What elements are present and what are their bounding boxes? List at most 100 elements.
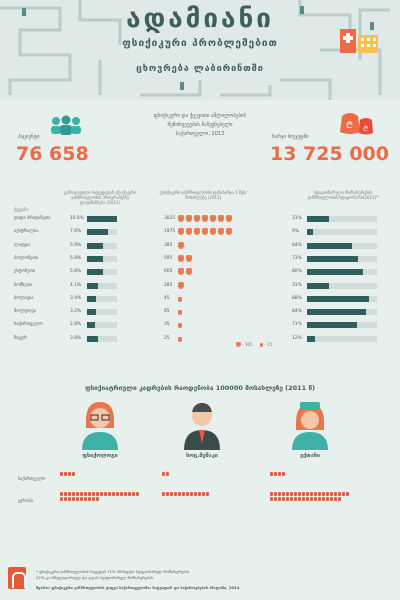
money-bag-icon: [178, 241, 184, 249]
budget-bar: [87, 309, 96, 316]
footnote-line2: 24% კი ამბულატორიულ და დღის სტაციონარულ …: [36, 575, 154, 580]
role-psychologist: ფსიქოლოგი: [82, 453, 118, 459]
money-bag-icon: [210, 215, 216, 222]
country-name: ბოლივია: [14, 295, 34, 301]
country-name: ნიგერ: [14, 335, 27, 341]
social-worker-icon: [184, 403, 220, 450]
person-icon: [314, 497, 317, 501]
person-icon: [290, 492, 293, 496]
person-icon: [298, 492, 301, 496]
spend-value: 65: [164, 309, 170, 315]
person-icon: [294, 492, 297, 496]
header-banner: ადამიანი ფსიქიკური პრობლემებით ცხოვრება …: [0, 0, 400, 100]
person-icon: [274, 492, 277, 496]
person-icon: [76, 492, 79, 496]
person-icon: [322, 492, 325, 496]
spend-value: 3025: [164, 216, 176, 221]
budget-percent: 3.8%: [70, 335, 82, 341]
kpi-desc-line2: შემთხვევების მაჩვენებელი: [167, 122, 233, 128]
patients-icon: [51, 115, 81, 135]
person-icon: [100, 492, 103, 496]
beds-bar: [307, 269, 363, 276]
table-row: მოლდოვა 3.2% 65 84%: [12, 307, 392, 317]
patients-label: პაციენტი: [18, 134, 40, 140]
svg-text:₾: ₾: [363, 125, 368, 133]
person-icon: [278, 492, 281, 496]
person-icon: [166, 492, 169, 496]
tagline: ცხოვრება ლაბირინთში: [136, 64, 264, 74]
money-bag-icon: [186, 215, 192, 222]
beds-bar-track: [307, 335, 377, 342]
beds-bar: [307, 282, 329, 289]
person-icon: [92, 497, 95, 501]
money-bag-icon: [186, 268, 192, 276]
beds-bar: [307, 255, 359, 262]
staff-count-georgia: [270, 472, 350, 476]
person-icon: [278, 497, 281, 501]
table-row: ლატვია 5.9% 385 64%: [12, 241, 392, 251]
budget-bar-track: [87, 335, 117, 342]
legend-small: - 15: [264, 342, 273, 347]
beds-percent: 12%: [292, 335, 302, 341]
spend-value: 25: [164, 335, 170, 341]
person-icon: [182, 492, 185, 496]
person-icon: [270, 492, 273, 496]
budget-percent: 5.8%: [70, 269, 82, 275]
person-icon: [294, 497, 297, 501]
person-icon: [84, 492, 87, 496]
staff-count-europe: [270, 492, 350, 501]
beds-bar: [307, 309, 366, 316]
patients-value: 76 658: [16, 143, 89, 165]
beds-bar-track: [307, 216, 377, 222]
budget-value: 13 725 000: [270, 143, 389, 165]
spend-value: 595: [164, 255, 173, 261]
beds-percent: 73%: [292, 255, 302, 261]
person-icon: [72, 497, 75, 501]
person-icon: [298, 497, 301, 501]
table-row: საქართველო 2.8% 35 71%: [12, 320, 392, 330]
country-name: ლატვია: [14, 242, 31, 248]
person-icon: [80, 492, 83, 496]
person-icon: [64, 492, 67, 496]
person-icon: [286, 497, 289, 501]
table-row: დიდი ბრიტანეთი 10.8% 3025 31%: [12, 214, 392, 224]
person-icon: [306, 497, 309, 501]
person-icon: [112, 492, 115, 496]
person-icon: [282, 497, 285, 501]
person-icon: [170, 492, 173, 496]
beds-percent: 31%: [292, 216, 302, 221]
person-icon: [330, 497, 333, 501]
spend-value: 605: [164, 269, 173, 275]
person-icon: [330, 492, 333, 496]
person-icon: [104, 492, 107, 496]
person-icon: [162, 472, 165, 476]
person-icon: [270, 472, 273, 476]
budget-percent: 7.6%: [70, 229, 82, 235]
money-bag-small-icon: [178, 336, 182, 342]
budget-percent: 10.8%: [70, 216, 84, 221]
budget-percent: 4.1%: [70, 282, 82, 288]
person-icon: [274, 472, 277, 476]
money-bag-icon: [226, 215, 232, 222]
person-icon: [310, 492, 313, 496]
budget-bar: [87, 282, 99, 289]
person-icon: [60, 472, 63, 476]
person-icon: [278, 472, 281, 476]
person-icon: [68, 497, 71, 501]
person-icon: [190, 492, 193, 496]
person-icon: [72, 492, 75, 496]
title: ადამიანი: [126, 4, 274, 34]
money-bag-small-icon: [178, 296, 182, 302]
budget-bar-track: [87, 295, 117, 302]
person-icon: [318, 497, 321, 501]
kpi-desc-line1: ფსიქიკური და ქცევითი აშლილობების: [153, 113, 247, 119]
staff-count-europe: [162, 492, 242, 496]
person-icon: [162, 492, 165, 496]
kpi-description: ფსიქიკური და ქცევითი აშლილობების შემთხვე…: [110, 112, 290, 139]
beds-bar: [307, 322, 357, 329]
money-bag-icon: [178, 268, 184, 276]
country-name: პოლონეთი: [14, 255, 39, 261]
budget-percent: 2.8%: [70, 322, 82, 328]
person-icon: [136, 492, 139, 496]
